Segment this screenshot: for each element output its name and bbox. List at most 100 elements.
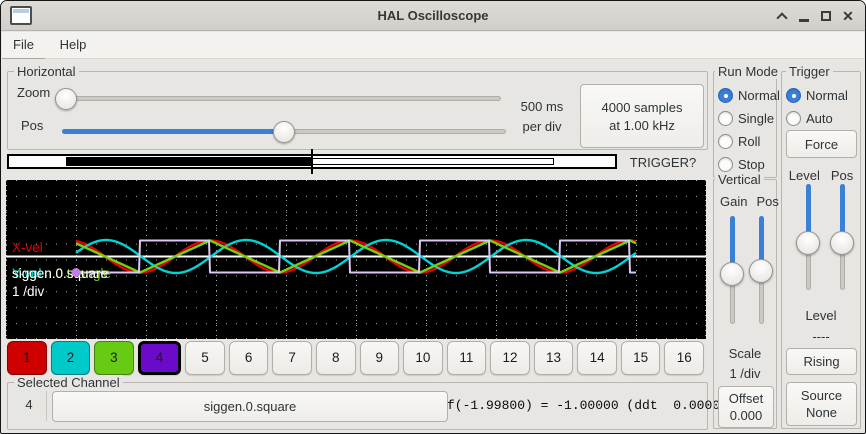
time-per-div-value: 500 ms — [520, 99, 564, 114]
zoom-label: Zoom — [17, 85, 51, 100]
close-button[interactable]: ✕ — [837, 5, 859, 27]
scope-label-siggen-0-square: siggen.0.square — [12, 266, 108, 281]
channel-button-16[interactable]: 16 — [664, 341, 704, 375]
trigger-mode-radio-auto[interactable]: Auto — [782, 107, 860, 130]
run-mode-radio-circle-single[interactable] — [718, 111, 733, 126]
trigger-source-line2: None — [805, 405, 838, 420]
channel-button-5[interactable]: 5 — [185, 341, 225, 375]
run-mode-radio-circle-stop[interactable] — [718, 157, 733, 172]
trigger-level-value: ---- — [812, 329, 830, 344]
trigger-level-col-label: Level — [788, 168, 820, 183]
trigger-mode-options: Normal Auto — [782, 84, 860, 130]
record-filled-segment — [65, 157, 311, 166]
vertical-offset-button[interactable]: Offset 0.000 — [718, 386, 774, 428]
channel-button-2[interactable]: 2 — [50, 341, 91, 375]
run-mode-options: Normal Single Roll Stop — [714, 84, 780, 176]
scope-label-y-vel: Y-vel — [12, 266, 42, 281]
trace-y-vel — [75, 238, 637, 275]
minimize-icon — [799, 19, 809, 22]
slider-fill — [840, 184, 845, 243]
channel-button-1[interactable]: 1 — [7, 341, 47, 375]
channel-button-4[interactable]: 4 — [137, 341, 182, 375]
samples-button[interactable]: 4000 samples at 1.00 kHz — [580, 84, 704, 148]
channel-button-7[interactable]: 7 — [272, 341, 312, 375]
menu-file[interactable]: File — [2, 32, 45, 58]
trace-x-vel — [75, 239, 637, 274]
channel-name-button[interactable]: siggen.0.square — [52, 391, 448, 422]
channel-button-12[interactable]: 12 — [490, 341, 530, 375]
selected-channel-frame-label: Selected Channel — [14, 375, 123, 390]
shade-button[interactable] — [771, 5, 793, 27]
slider-knob[interactable] — [273, 121, 295, 143]
horizontal-pos-slider[interactable] — [62, 121, 506, 143]
channel-button-13[interactable]: 13 — [533, 341, 574, 375]
minimize-button[interactable] — [793, 5, 815, 27]
trigger-frame: Trigger Normal Auto Force Level Pos Level… — [781, 64, 861, 429]
run-mode-radio-circle-roll[interactable] — [718, 134, 733, 149]
slider-knob[interactable] — [796, 230, 820, 255]
trigger-mode-radio-normal[interactable]: Normal — [782, 84, 860, 107]
vertical-frame-label: Vertical — [715, 172, 764, 187]
trigger-slider-headers: Level Pos — [782, 168, 860, 183]
vertical-scale-value: 1 /div — [729, 366, 761, 381]
vertical-pos-slider[interactable] — [749, 216, 773, 324]
run-mode-radio-roll[interactable]: Roll — [714, 130, 776, 153]
horizontal-frame: Horizontal Zoom Pos 500 ms per div 4000 … — [7, 64, 708, 150]
close-icon: ✕ — [842, 8, 854, 24]
scope-label-siggen-0-triangle: siggen.0.triangle — [12, 266, 111, 281]
channel-name-label: siggen.0.square — [203, 399, 297, 414]
time-per-div-unit: per div — [522, 119, 562, 134]
window-icon — [10, 6, 32, 25]
samples-line1: 4000 samples — [601, 99, 683, 115]
slider-knob[interactable] — [749, 258, 773, 283]
channel-button-9[interactable]: 9 — [359, 341, 400, 375]
shade-icon — [776, 11, 788, 24]
trace-siggen-0-triangle — [75, 239, 637, 274]
channel-button-6[interactable]: 6 — [228, 341, 269, 375]
run-mode-radio-normal[interactable]: Normal — [714, 84, 780, 107]
trigger-frame-label: Trigger — [786, 64, 833, 79]
trigger-level-slider[interactable] — [796, 184, 820, 290]
channel-button-3[interactable]: 3 — [94, 341, 134, 375]
scope-canvas: X-vel siggen.0.triangleY-velsiggen.0.squa… — [6, 180, 706, 339]
trigger-pos-slider[interactable] — [830, 184, 854, 290]
menu-help[interactable]: Help — [59, 37, 87, 52]
channel-button-14[interactable]: 14 — [577, 341, 617, 375]
maximize-icon — [821, 11, 831, 21]
record-pending-segment — [310, 158, 554, 165]
scope-label-1-div: 1 /div — [12, 284, 45, 299]
run-mode-radio-single[interactable]: Single — [714, 107, 776, 130]
channel-button-row: 1 2 3 4 5 6 7 8 9 10 11 12 13 14 15 16 — [7, 341, 704, 376]
run-mode-radio-stop[interactable]: Stop — [714, 153, 776, 176]
slider-knob[interactable] — [720, 262, 744, 287]
slider-fill — [62, 129, 284, 134]
trigger-level-label: Level — [805, 308, 837, 323]
window-controls: ✕ — [771, 1, 859, 31]
record-trigger-marker — [310, 149, 313, 174]
channel-button-8[interactable]: 8 — [315, 341, 356, 375]
run-mode-radio-circle-normal[interactable] — [718, 88, 733, 103]
scope-display[interactable]: X-vel siggen.0.triangle Y-vel siggen.0.squa… — [6, 180, 706, 339]
run-mode-frame: Run Mode Normal Single Roll Stop — [713, 64, 781, 178]
run-mode-radio-label: Single — [738, 111, 775, 126]
divider — [46, 391, 47, 421]
window-title: HAL Oscilloscope — [377, 8, 489, 23]
vertical-gain-slider[interactable] — [720, 216, 744, 324]
pos-label: Pos — [21, 118, 44, 133]
trigger-edge-button[interactable]: Rising — [786, 348, 857, 375]
slider-knob[interactable] — [55, 88, 77, 110]
channel-button-11[interactable]: 11 — [446, 341, 487, 375]
channel-button-10[interactable]: 10 — [403, 341, 443, 375]
vertical-offset-line2: 0.000 — [729, 408, 763, 423]
slider-fill — [806, 184, 811, 243]
maximize-button[interactable] — [815, 5, 837, 27]
trigger-mode-radio-circle-normal[interactable] — [786, 88, 801, 103]
trigger-mode-radio-circle-auto[interactable] — [786, 111, 801, 126]
trigger-source-button[interactable]: Source None — [786, 382, 857, 426]
channel-button-15[interactable]: 15 — [620, 341, 661, 375]
slider-knob[interactable] — [830, 230, 854, 255]
force-button[interactable]: Force — [786, 130, 857, 158]
vertical-slider-headers: Gain Pos — [720, 194, 779, 209]
horizontal-zoom-slider[interactable] — [55, 88, 501, 110]
trigger-mode-radio-label: Normal — [806, 88, 848, 103]
